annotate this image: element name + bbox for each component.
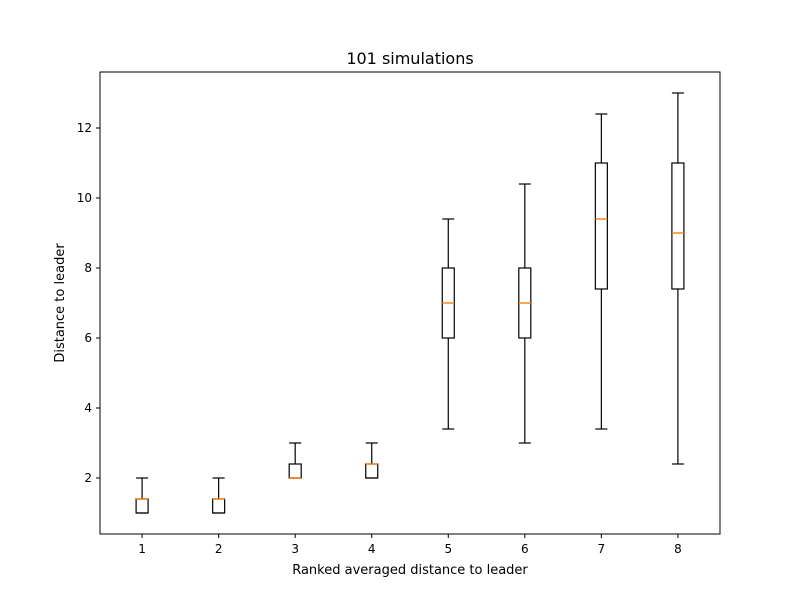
box-1	[135, 477, 149, 514]
plot-area	[135, 92, 685, 514]
y-axis-label: Distance to leader	[53, 243, 68, 363]
iqr-box	[671, 162, 685, 290]
box-5	[441, 218, 455, 430]
y-tick-label: 10	[77, 191, 92, 205]
iqr-box	[135, 498, 149, 514]
x-tick-label: 3	[291, 542, 299, 556]
y-tick-label: 12	[77, 121, 92, 135]
box-6	[518, 183, 532, 444]
axes-frame	[99, 71, 721, 535]
x-tick-label: 5	[444, 542, 452, 556]
x-tick-label: 6	[521, 542, 529, 556]
y-tick-label: 4	[84, 401, 92, 415]
box-3	[288, 442, 302, 479]
box-7	[594, 113, 608, 430]
x-tick-label: 4	[368, 542, 376, 556]
iqr-box	[365, 463, 379, 479]
chart-title: 101 simulations	[346, 49, 473, 68]
box-4	[365, 442, 379, 479]
x-tick-label: 8	[674, 542, 682, 556]
iqr-box	[212, 498, 226, 514]
y-tick-label: 6	[84, 331, 92, 345]
x-axis-ticks: 1 2 3 4 5 6 7 8	[138, 534, 682, 556]
y-axis-ticks: 2 4 6 8 10 12	[77, 121, 100, 485]
y-tick-label: 8	[84, 261, 92, 275]
x-tick-label: 2	[215, 542, 223, 556]
x-tick-label: 7	[598, 542, 606, 556]
x-tick-label: 1	[138, 542, 146, 556]
y-tick-label: 2	[84, 471, 92, 485]
box-2	[212, 477, 226, 514]
x-axis-label: Ranked averaged distance to leader	[292, 563, 528, 578]
iqr-box	[594, 162, 608, 290]
box-8	[671, 92, 685, 465]
iqr-box	[288, 463, 302, 479]
